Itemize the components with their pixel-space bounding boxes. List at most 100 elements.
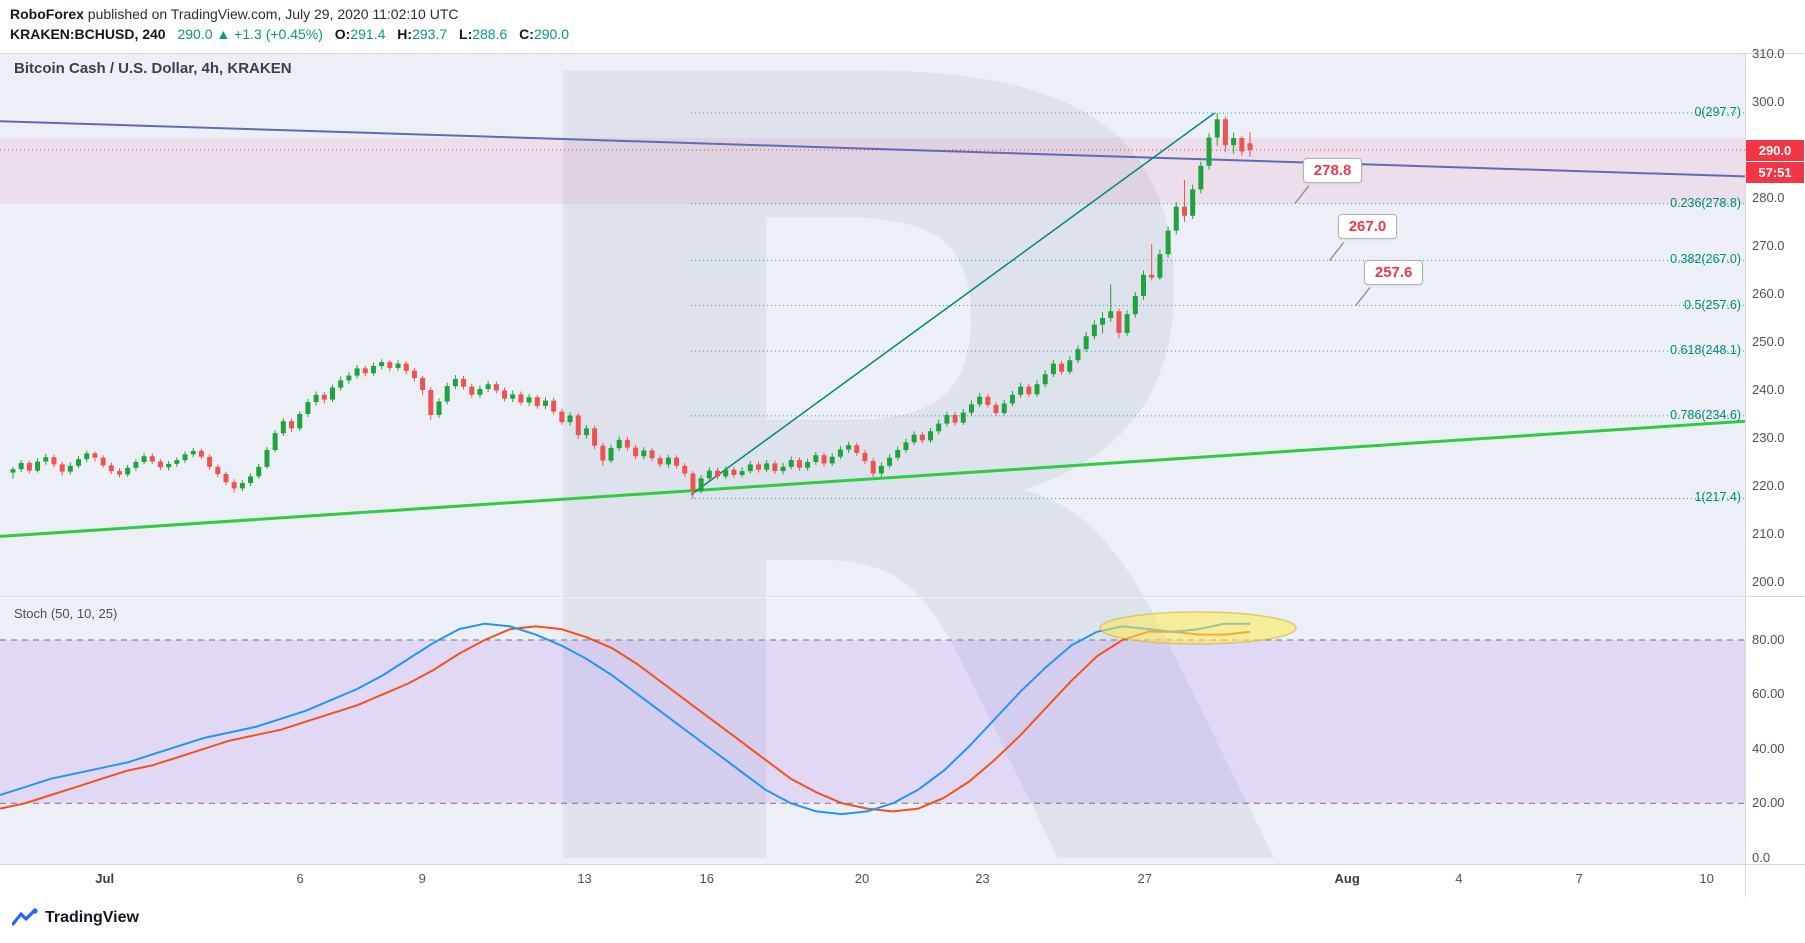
candle-body <box>403 363 409 371</box>
candle-body <box>182 454 188 461</box>
candle-body <box>411 370 417 378</box>
candle-body <box>985 396 991 405</box>
candle-body <box>608 448 614 461</box>
price-axis-label: 220.0 <box>1752 478 1785 493</box>
candle-body <box>174 460 180 464</box>
candle-body <box>1108 311 1114 318</box>
candle-body <box>321 394 327 400</box>
candle-body <box>764 463 770 470</box>
candle-body <box>272 433 278 450</box>
stoch-highlight-ellipse[interactable] <box>1099 611 1297 645</box>
descending-resistance-line[interactable] <box>0 120 1746 178</box>
candle-body <box>887 457 893 466</box>
candle-body <box>870 461 876 474</box>
candle-body <box>1198 165 1204 190</box>
candle-body <box>133 462 139 468</box>
candle-body <box>297 414 303 429</box>
candle-body <box>1157 254 1163 278</box>
high-value: 293.7 <box>412 26 448 42</box>
indicator-title[interactable]: Stoch (50, 10, 25) <box>14 606 118 621</box>
price-callout[interactable]: 267.0 <box>1337 214 1398 240</box>
price-axis-label: 250.0 <box>1752 334 1785 349</box>
candle-body <box>657 458 663 465</box>
publish-header: RoboForex published on TradingView.com, … <box>10 6 459 22</box>
fib-level-label: 0.5(257.6) <box>1684 297 1741 312</box>
candle-body <box>968 404 974 413</box>
candle-body <box>231 482 237 489</box>
candle-body <box>878 465 884 474</box>
price-callout[interactable]: 257.6 <box>1363 259 1424 285</box>
candle-body <box>715 470 721 477</box>
candle-body <box>149 456 155 462</box>
candle-body <box>510 394 516 399</box>
candle-body <box>993 404 999 414</box>
candle-body <box>624 439 630 448</box>
publish-info: published on TradingView.com, July 29, 2… <box>87 6 459 22</box>
candle-body <box>395 363 401 368</box>
fib-baseline-line[interactable] <box>690 112 1215 496</box>
price-pane-bg <box>0 54 1745 596</box>
candle-body <box>633 447 639 457</box>
stoch-k-line <box>0 622 1250 816</box>
candle-body <box>936 423 942 432</box>
price-axis-label: 260.0 <box>1752 286 1785 301</box>
candle-body <box>805 462 811 468</box>
time-axis-label: 9 <box>418 871 426 886</box>
tradingview-footer[interactable]: TradingView <box>12 908 139 928</box>
candle-body <box>829 456 835 464</box>
candle-body <box>1165 230 1171 255</box>
candle-body <box>329 387 335 400</box>
candle-body <box>215 466 221 474</box>
price-callout[interactable]: 278.8 <box>1302 157 1363 183</box>
candle-body <box>796 460 802 468</box>
symbol-name[interactable]: KRAKEN:BCHUSD, 240 <box>10 26 166 42</box>
candle-body <box>1132 295 1138 315</box>
candle-body <box>379 362 385 366</box>
stoch-axis-label: 20.00 <box>1752 795 1785 811</box>
candle-body <box>903 442 909 450</box>
time-axis-border <box>0 864 1805 865</box>
candle-body <box>370 366 376 374</box>
candle-body <box>1059 363 1065 372</box>
time-axis-label: 6 <box>296 871 304 886</box>
callout-tail <box>1355 287 1371 306</box>
candle-body <box>43 457 49 462</box>
candle-body <box>846 445 852 450</box>
chart-title: Bitcoin Cash / U.S. Dollar, 4h, KRAKEN <box>14 60 292 77</box>
candle-body <box>1083 336 1089 350</box>
candle-body <box>469 386 475 395</box>
candle-body <box>911 434 917 443</box>
candle-body <box>952 414 958 423</box>
candle-body <box>788 460 794 467</box>
change-arrow-icon: ▲ <box>216 26 231 42</box>
bar-countdown-badge: 57:51 <box>1746 162 1804 183</box>
candle-body <box>772 463 778 472</box>
candle-body <box>567 415 573 423</box>
chart-top-border <box>0 53 1805 54</box>
candle-body <box>313 394 319 402</box>
candle-body <box>264 450 270 467</box>
candle-body <box>1091 324 1097 337</box>
stoch-axis-label: 40.00 <box>1752 740 1785 756</box>
fib-level-label: 0.786(234.6) <box>1670 407 1741 422</box>
candle-body <box>1222 119 1228 146</box>
candle-body <box>485 384 491 390</box>
pane-separator[interactable] <box>0 596 1805 597</box>
candle-body <box>1067 360 1073 372</box>
candle-body <box>739 471 745 475</box>
price-axis-label: 200.0 <box>1752 574 1785 589</box>
price-axis-label: 300.0 <box>1752 94 1785 109</box>
candle-body <box>59 464 65 472</box>
candle-body <box>542 400 548 406</box>
time-axis-label: 23 <box>975 871 990 886</box>
candle-body <box>977 396 983 405</box>
price-axis-label: 280.0 <box>1752 190 1785 205</box>
current-price-badge: 290.0 <box>1746 140 1804 161</box>
candle-body <box>18 462 24 470</box>
change-value: +1.3 (+0.45%) <box>234 26 323 42</box>
candle-body <box>289 421 295 429</box>
ascending-support-line[interactable] <box>0 419 1746 538</box>
candle-body <box>551 400 557 412</box>
candle-body <box>452 378 458 387</box>
